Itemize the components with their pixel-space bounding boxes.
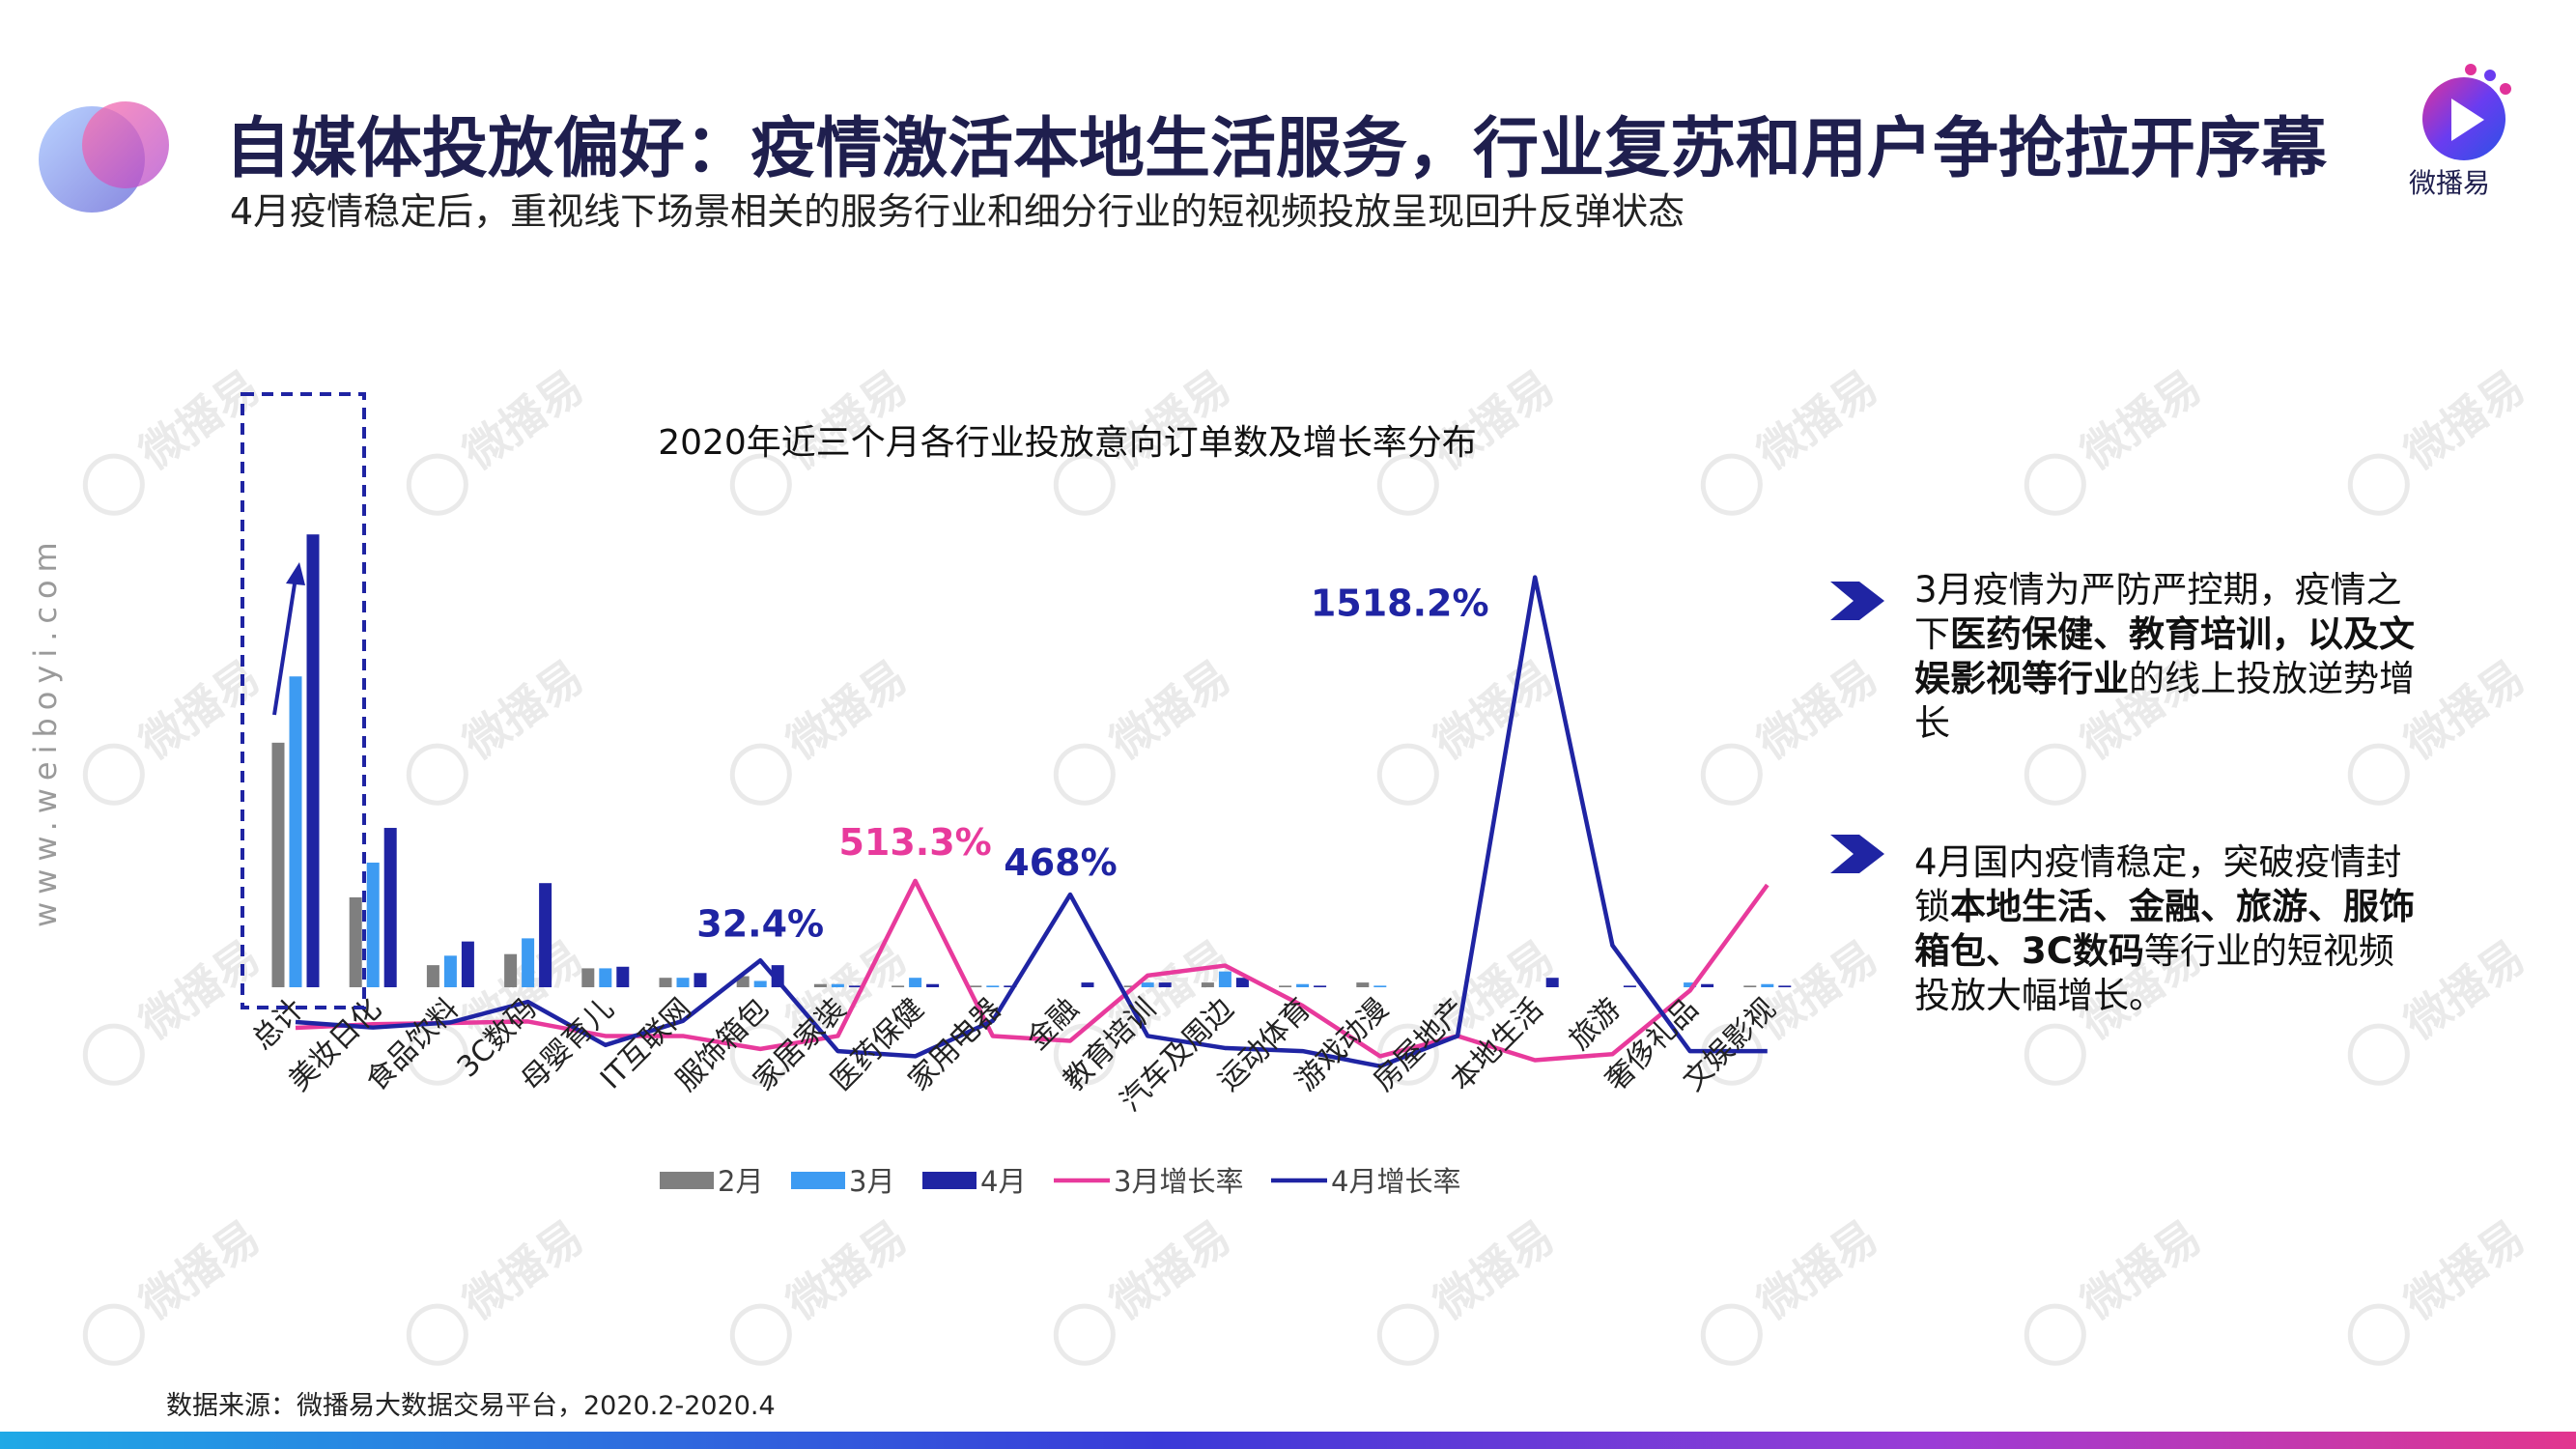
data-label: 468% bbox=[1004, 841, 1117, 884]
line-layer bbox=[295, 575, 1769, 1068]
bar-3月 bbox=[909, 978, 922, 987]
bar-4月 bbox=[616, 966, 630, 987]
bar-4月 bbox=[306, 534, 320, 987]
arrow-shaft bbox=[272, 577, 297, 716]
bar-4月 bbox=[1235, 978, 1249, 987]
side-note-march: 3月疫情为严防严控期，疫情之下医药保健、教育培训，以及文娱影视等行业的线上投放逆… bbox=[1914, 568, 2417, 746]
bar-2月 bbox=[271, 742, 285, 987]
note-highlight: 本地生活、金融、旅游、服饰箱包、3C数码 bbox=[1914, 886, 2415, 972]
highlight-box bbox=[241, 392, 366, 1009]
legend-label: 3月 bbox=[849, 1165, 894, 1198]
logo-text: 微播易 bbox=[2409, 167, 2491, 199]
chart-legend: 2月 3月 4月 3月增长率 4月增长率 bbox=[660, 1165, 1460, 1198]
bar-4月 bbox=[1314, 985, 1327, 987]
legend-swatch bbox=[791, 1172, 845, 1189]
line-3月增长率 bbox=[295, 878, 1769, 1063]
bar-2月 bbox=[892, 985, 905, 987]
bar-4月 bbox=[461, 941, 474, 987]
bar-2月 bbox=[1279, 985, 1292, 987]
page-title: 自媒体投放偏好：疫情激活本地生活服务，行业复苏和用户争抢拉开序幕 bbox=[225, 111, 2328, 187]
data-label: 513.3% bbox=[838, 821, 991, 864]
note-text: 等行业的短视频投放大幅增长。 bbox=[1914, 930, 2394, 1016]
note-text: 的线上投放逆势增长 bbox=[1914, 658, 2415, 744]
chevron-right-icon bbox=[1830, 582, 1884, 620]
bar-2月 bbox=[1123, 985, 1137, 987]
bar-3月 bbox=[1296, 983, 1310, 987]
line-4月增长率 bbox=[295, 575, 1768, 1068]
bar-4月 bbox=[1545, 978, 1559, 987]
bar-4月 bbox=[694, 973, 707, 987]
bar-4月 bbox=[1701, 983, 1714, 987]
bar-3月 bbox=[1218, 971, 1231, 987]
annotation-layer: 513.3% 468% 32.4% 1518.2% bbox=[696, 582, 1488, 946]
bar-layer bbox=[271, 534, 1792, 987]
bar-4月 bbox=[1623, 985, 1636, 987]
bar-3月 bbox=[443, 955, 457, 987]
legend-label: 3月增长率 bbox=[1114, 1165, 1243, 1198]
page-subtitle: 4月疫情稳定后，重视线下场景相关的服务行业和细分行业的短视频投放呈现回升反弹状态 bbox=[230, 190, 1685, 233]
bar-2月 bbox=[426, 965, 439, 987]
bar-2月 bbox=[969, 985, 982, 987]
bar-2月 bbox=[1201, 982, 1214, 987]
bar-4月 bbox=[383, 828, 397, 987]
bar-3月 bbox=[599, 968, 612, 987]
bar-4月 bbox=[1158, 982, 1172, 987]
legend-label: 4月 bbox=[980, 1165, 1026, 1198]
note-highlight: 医药保健、教育培训，以及文娱影视等行业 bbox=[1914, 613, 2415, 699]
bar-3月 bbox=[753, 980, 767, 987]
bar-2月 bbox=[349, 896, 362, 987]
bottom-gradient-bar bbox=[0, 1432, 2576, 1449]
bar-4月 bbox=[848, 985, 862, 987]
bar-2月 bbox=[813, 983, 827, 987]
x-tick-label: 金融 bbox=[1020, 992, 1085, 1057]
chevron-right-icon bbox=[1830, 835, 1884, 873]
bar-3月 bbox=[366, 862, 380, 987]
bar-3月 bbox=[522, 938, 535, 987]
note-text: 3月疫情为严防严控期，疫情之下 bbox=[1914, 569, 2402, 655]
bar-4月 bbox=[539, 883, 552, 987]
bar-3月 bbox=[1761, 983, 1774, 987]
decorative-circle bbox=[82, 101, 169, 188]
bar-4月 bbox=[1004, 985, 1017, 987]
data-source: 数据来源：微播易大数据交易平台，2020.2-2020.4 bbox=[166, 1391, 776, 1421]
note-text: 4月国内疫情稳定，突破疫情封锁 bbox=[1914, 841, 2402, 927]
legend-label: 2月 bbox=[718, 1165, 763, 1198]
bar-2月 bbox=[1743, 985, 1757, 987]
bar-3月 bbox=[1684, 982, 1697, 987]
legend-label: 4月增长率 bbox=[1331, 1165, 1460, 1198]
arrow-head bbox=[286, 562, 305, 585]
side-note-april: 4月国内疫情稳定，突破疫情封锁本地生活、金融、旅游、服饰箱包、3C数码等行业的短… bbox=[1914, 840, 2417, 1018]
trend-arrow-icon bbox=[272, 562, 305, 716]
bar-2月 bbox=[1356, 982, 1370, 987]
legend-swatch bbox=[660, 1172, 714, 1189]
legend-swatch bbox=[922, 1172, 977, 1189]
play-icon bbox=[2451, 99, 2484, 141]
bar-3月 bbox=[676, 978, 690, 987]
data-label: 1518.2% bbox=[1311, 582, 1489, 625]
x-tick-label: 总计 bbox=[245, 992, 310, 1057]
bar-4月 bbox=[1778, 985, 1792, 987]
bar-2月 bbox=[581, 968, 595, 987]
logo-dot bbox=[2500, 83, 2511, 95]
brand-logo: 微播易 bbox=[2405, 58, 2531, 199]
bar-2月 bbox=[504, 953, 518, 987]
bar-3月 bbox=[986, 985, 1000, 987]
bar-2月 bbox=[736, 976, 750, 987]
logo-dot bbox=[2484, 70, 2496, 81]
chart-title: 2020年近三个月各行业投放意向订单数及增长率分布 bbox=[658, 423, 1477, 463]
bar-3月 bbox=[831, 983, 844, 987]
bar-4月 bbox=[1081, 982, 1094, 987]
logo-dot bbox=[2465, 64, 2477, 75]
bar-2月 bbox=[659, 978, 672, 987]
data-label: 32.4% bbox=[696, 902, 824, 945]
bar-3月 bbox=[1373, 985, 1387, 987]
bar-4月 bbox=[926, 983, 940, 987]
x-axis-labels: 总计美妆日化食品饮料3C数码母婴育儿IT互联网服饰箱包家居家装医药保健家用电器金… bbox=[245, 992, 1782, 1119]
bar-3月 bbox=[289, 676, 302, 987]
bar-3月 bbox=[1141, 982, 1154, 987]
